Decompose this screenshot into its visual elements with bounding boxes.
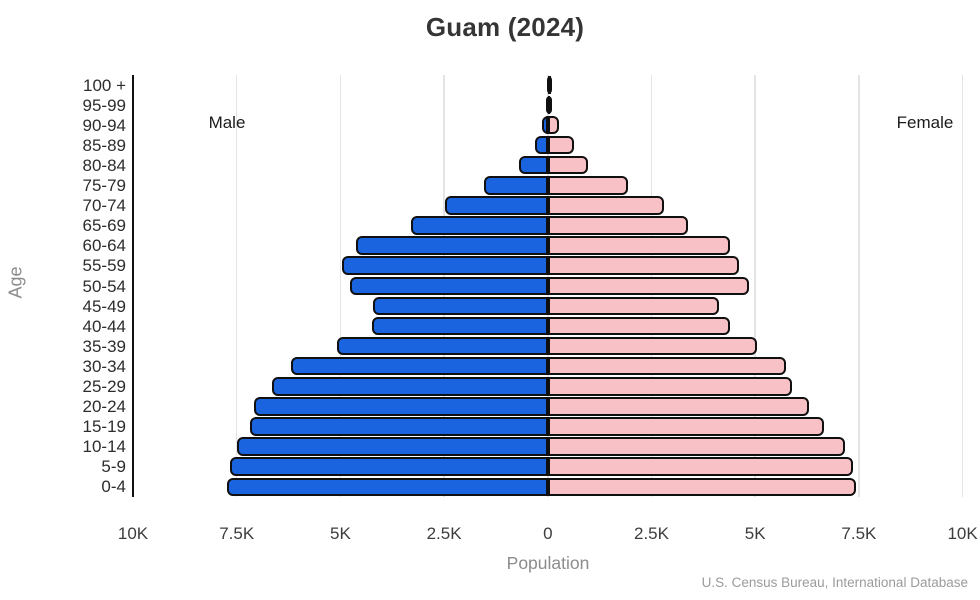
- female-bar-55-59[interactable]: [547, 256, 740, 275]
- male-bar-55-59[interactable]: [342, 256, 548, 275]
- population-tick-left-7.5k: 7.5K: [219, 524, 255, 543]
- female-bar-25-29[interactable]: [547, 377, 793, 396]
- male-bar-0-4[interactable]: [226, 477, 548, 496]
- male-bar-20-24[interactable]: [253, 397, 548, 416]
- gridline-10K: [961, 75, 964, 497]
- chart-title: Guam (2024): [425, 12, 585, 42]
- male-bar-90-94[interactable]: [542, 115, 548, 135]
- male-bar-45-49[interactable]: [372, 296, 548, 316]
- female-bar-10-14[interactable]: [547, 437, 846, 456]
- age-tick-15-19: 15-19: [82, 417, 126, 437]
- age-tick-65-69: 65-69: [82, 216, 126, 236]
- female-bar-15-19[interactable]: [547, 417, 825, 436]
- age-tick-10-14: 10-14: [82, 437, 126, 457]
- male-bar-65-69[interactable]: [410, 216, 548, 235]
- population-tick-right-2.5k: 2.5K: [634, 524, 669, 543]
- gridline-7.5K: [858, 75, 860, 497]
- male-bar-15-19[interactable]: [249, 417, 548, 436]
- population-axis-title: Population: [506, 553, 590, 573]
- female-bar-95-99[interactable]: [547, 95, 552, 115]
- age-tick-100plus: 100 +: [82, 75, 126, 95]
- female-bar-80-84[interactable]: [547, 155, 589, 175]
- population-tick-right-7.5k: 7.5K: [841, 524, 877, 543]
- gridline-5K: [339, 75, 342, 497]
- female-bar-65-69[interactable]: [547, 216, 689, 235]
- age-tick-45-49: 45-49: [82, 296, 126, 316]
- female-bar-0-4[interactable]: [547, 477, 856, 496]
- female-bar-45-49[interactable]: [547, 296, 719, 316]
- male-bar-30-34[interactable]: [291, 356, 548, 376]
- male-bar-85-89[interactable]: [535, 135, 548, 155]
- age-tick-0-4: 0-4: [101, 477, 126, 497]
- male-bar-70-74[interactable]: [444, 196, 548, 215]
- age-tick-30-34: 30-34: [82, 356, 126, 376]
- female-bar-100plus[interactable]: [547, 75, 552, 95]
- female-bar-35-39[interactable]: [547, 336, 758, 356]
- age-tick-80-84: 80-84: [82, 155, 126, 175]
- male-bar-10-14[interactable]: [237, 437, 548, 456]
- age-tick-75-79: 75-79: [82, 176, 126, 196]
- population-tick-right-5k: 5K: [744, 524, 766, 543]
- age-tick-95-99: 95-99: [82, 95, 126, 115]
- population-tick-left-5k: 5K: [329, 524, 351, 543]
- female-bar-30-34[interactable]: [547, 356, 786, 376]
- age-tick-50-54: 50-54: [82, 276, 126, 296]
- age-tick-55-59: 55-59: [82, 256, 126, 276]
- age-tick-90-94: 90-94: [82, 115, 126, 135]
- female-bar-90-94[interactable]: [547, 115, 559, 135]
- population-tick-right-10k: 10K: [947, 524, 978, 543]
- age-tick-60-64: 60-64: [82, 236, 126, 256]
- male-bar-5-9[interactable]: [230, 457, 548, 476]
- age-tick-25-29: 25-29: [82, 376, 126, 396]
- source-attribution: U.S. Census Bureau, International Databa…: [701, 575, 968, 590]
- male-bar-50-54[interactable]: [349, 276, 548, 296]
- gridline-5K: [754, 75, 756, 497]
- age-tick-20-24: 20-24: [82, 397, 126, 417]
- population-tick-left-2.5k: 2.5K: [426, 524, 462, 543]
- age-tick-5-9: 5-9: [101, 457, 126, 477]
- male-bar-60-64[interactable]: [356, 236, 548, 255]
- female-bar-40-44[interactable]: [547, 316, 731, 336]
- age-tick-85-89: 85-89: [82, 135, 126, 155]
- male-bar-40-44[interactable]: [372, 316, 548, 336]
- female-bar-5-9[interactable]: [547, 457, 853, 476]
- age-tick-35-39: 35-39: [82, 336, 126, 356]
- male-bar-35-39[interactable]: [337, 336, 548, 356]
- female-bar-85-89[interactable]: [547, 135, 575, 155]
- age-tick-70-74: 70-74: [82, 196, 126, 216]
- y-axis-line: [132, 75, 134, 497]
- age-tick-40-44: 40-44: [82, 316, 126, 336]
- male-bar-80-84[interactable]: [518, 155, 548, 175]
- male-series-label: Male: [208, 113, 246, 132]
- female-bar-50-54[interactable]: [547, 276, 749, 296]
- population-tick-0: 0: [543, 524, 553, 543]
- female-bar-60-64[interactable]: [547, 236, 731, 255]
- male-bar-75-79[interactable]: [483, 176, 548, 195]
- age-axis-title: Age: [5, 266, 26, 299]
- female-series-label: Female: [896, 113, 954, 132]
- female-bar-20-24[interactable]: [547, 397, 809, 416]
- female-bar-75-79[interactable]: [547, 176, 628, 195]
- plot-area: Male Female: [132, 75, 964, 497]
- population-tick-left-10k: 10K: [117, 524, 149, 543]
- gridline-7.5K: [235, 75, 238, 497]
- male-bar-25-29[interactable]: [271, 377, 548, 396]
- female-bar-70-74[interactable]: [547, 196, 664, 215]
